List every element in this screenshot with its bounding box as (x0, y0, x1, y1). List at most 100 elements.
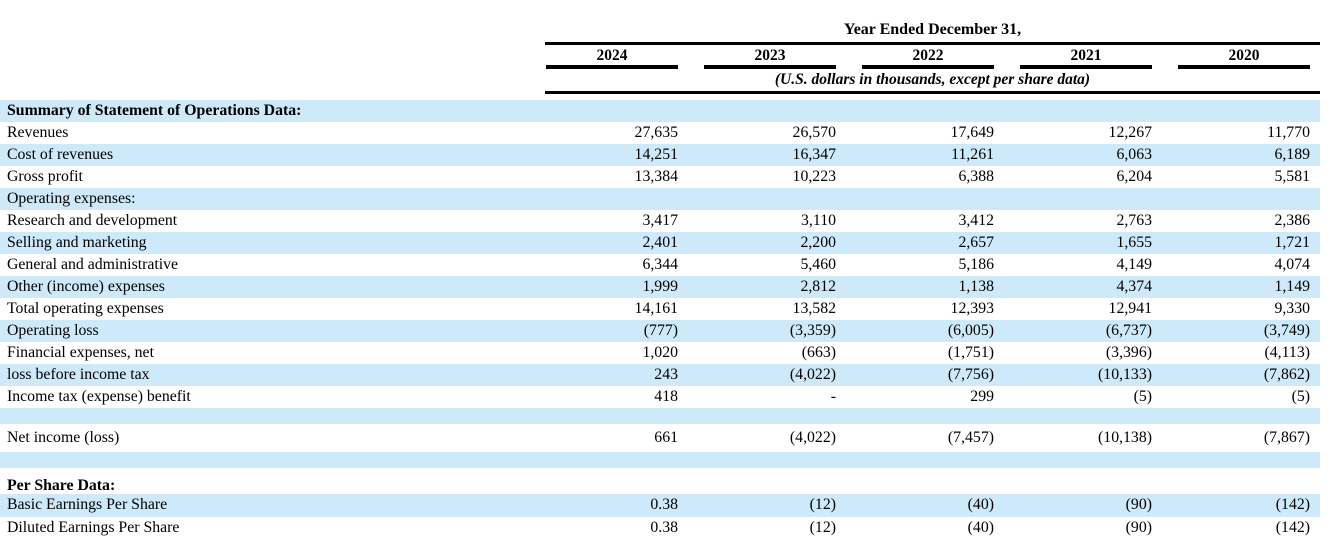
cell-value: 2,657 (958, 234, 994, 252)
year-ended-title: Year Ended December 31, (545, 0, 1320, 45)
cell-value: 0.38 (650, 496, 678, 514)
cell-value: 5,186 (958, 256, 994, 274)
row-label: loss before income tax (7, 367, 150, 383)
table-row: Other (income) expenses 1,999 2,812 1,13… (0, 276, 1320, 298)
cell-value: 2,763 (1116, 212, 1152, 230)
cell-value: (90) (1125, 518, 1152, 536)
row-label: General and administrative (7, 257, 179, 273)
year-label-2023: 2023 (704, 45, 836, 69)
cell-value: (142) (1275, 518, 1310, 536)
table-row: loss before income tax 243 (4,022) (7,75… (0, 364, 1320, 386)
year-label-2022: 2022 (862, 45, 994, 69)
year-column-header: 2023 (688, 45, 846, 69)
table-row (0, 408, 1320, 424)
cell-value: 26,570 (792, 124, 836, 142)
cell-value: (40) (967, 518, 994, 536)
cell-value: 3,412 (958, 212, 994, 230)
row-label: Net income (loss) (7, 430, 120, 446)
cell-value: (10,133) (1098, 366, 1152, 384)
cell-value: 6,204 (1116, 168, 1152, 186)
cell-value: 1,138 (958, 278, 994, 296)
cell-value: 5,581 (1274, 168, 1310, 186)
cell-value: 12,393 (950, 300, 994, 318)
cell-value: 1,655 (1116, 234, 1152, 252)
table-row: Basic Earnings Per Share 0.38 (12) (40) … (0, 494, 1320, 517)
cell-value: 5,460 (800, 256, 836, 274)
row-label: Summary of Statement of Operations Data: (7, 103, 302, 119)
cell-value: 3,110 (801, 212, 836, 230)
row-label: Diluted Earnings Per Share (7, 519, 180, 536)
cell-value: 27,635 (634, 124, 678, 142)
header-label-spacer (0, 0, 530, 45)
cell-value: 243 (654, 366, 678, 384)
table-row: Gross profit 13,384 10,223 6,388 6,204 5… (0, 166, 1320, 188)
cell-value: (3,396) (1105, 344, 1152, 362)
cell-value: (142) (1275, 496, 1310, 514)
table-row: Diluted Earnings Per Share 0.38 (12) (40… (0, 517, 1320, 540)
table-row: Operating loss (777) (3,359) (6,005) (6,… (0, 320, 1320, 342)
table-row (0, 468, 1320, 477)
cell-value: (40) (967, 496, 994, 514)
year-label-2021: 2021 (1020, 45, 1152, 69)
cell-value: 2,200 (800, 234, 836, 252)
cell-value: 10,223 (792, 168, 836, 186)
header-label-spacer (0, 45, 530, 69)
cell-value: 13,582 (792, 300, 836, 318)
cell-value: - (830, 388, 836, 406)
cell-value: (7,756) (947, 366, 994, 384)
cell-value: 13,384 (634, 168, 678, 186)
units-subtitle: (U.S. dollars in thousands, except per s… (545, 69, 1320, 94)
row-label: Research and development (7, 213, 178, 229)
table-row: Financial expenses, net 1,020 (663) (1,7… (0, 342, 1320, 364)
row-label: Total operating expenses (7, 301, 164, 317)
cell-value: 6,344 (642, 256, 678, 274)
table-header-units-row: (U.S. dollars in thousands, except per s… (0, 69, 1320, 94)
cell-value: (7,867) (1263, 429, 1310, 447)
table-row: Selling and marketing 2,401 2,200 2,657 … (0, 232, 1320, 254)
cell-value: (12) (809, 496, 836, 514)
cell-value: (777) (643, 322, 678, 340)
year-column-header: 2020 (1162, 45, 1320, 69)
cell-value: (6,737) (1105, 322, 1152, 340)
header-label-spacer (0, 69, 530, 94)
cell-value: 418 (654, 388, 678, 406)
row-label: Gross profit (7, 169, 83, 185)
cell-value: 2,386 (1274, 212, 1310, 230)
cell-value: 2,401 (642, 234, 678, 252)
cell-value: (4,022) (789, 429, 836, 447)
row-label: Other (income) expenses (7, 279, 165, 295)
cell-value: (12) (809, 518, 836, 536)
table-row: General and administrative 6,344 5,460 5… (0, 254, 1320, 276)
table-body: Summary of Statement of Operations Data:… (0, 100, 1320, 539)
cell-value: (10,138) (1098, 429, 1152, 447)
table-row: Per Share Data: (0, 477, 1320, 494)
row-label: Operating expenses: (7, 191, 136, 207)
cell-value: 14,161 (634, 300, 678, 318)
cell-value: 4,074 (1274, 256, 1310, 274)
year-column-header: 2024 (530, 45, 688, 69)
table-header-years-row: 2024 2023 2022 2021 2020 (0, 45, 1320, 69)
table-row: Net income (loss) 661 (4,022) (7,457) (1… (0, 424, 1320, 452)
table-row: Income tax (expense) benefit 418 - 299 (… (0, 386, 1320, 408)
statement-of-operations-table: Year Ended December 31, 2024 2023 2022 2… (0, 0, 1320, 539)
cell-value: 11,770 (1267, 124, 1310, 142)
cell-value: (4,022) (789, 366, 836, 384)
year-label-2020: 2020 (1178, 45, 1310, 69)
cell-value: 6,189 (1274, 146, 1310, 164)
cell-value: (90) (1125, 496, 1152, 514)
cell-value: 9,330 (1274, 300, 1310, 318)
cell-value: (7,457) (947, 429, 994, 447)
cell-value: 12,941 (1108, 300, 1152, 318)
cell-value: 6,063 (1116, 146, 1152, 164)
table-row: Research and development 3,417 3,110 3,4… (0, 210, 1320, 232)
cell-value: 661 (654, 429, 678, 447)
row-label: Income tax (expense) benefit (7, 389, 191, 405)
cell-value: 1,721 (1274, 234, 1310, 252)
cell-value: (6,005) (947, 322, 994, 340)
table-row: Revenues 27,635 26,570 17,649 12,267 11,… (0, 122, 1320, 144)
cell-value: (5) (1133, 388, 1152, 406)
row-label: Revenues (7, 125, 69, 141)
table-row: Cost of revenues 14,251 16,347 11,261 6,… (0, 144, 1320, 166)
cell-value: 0.38 (650, 518, 678, 536)
cell-value: (3,359) (789, 322, 836, 340)
